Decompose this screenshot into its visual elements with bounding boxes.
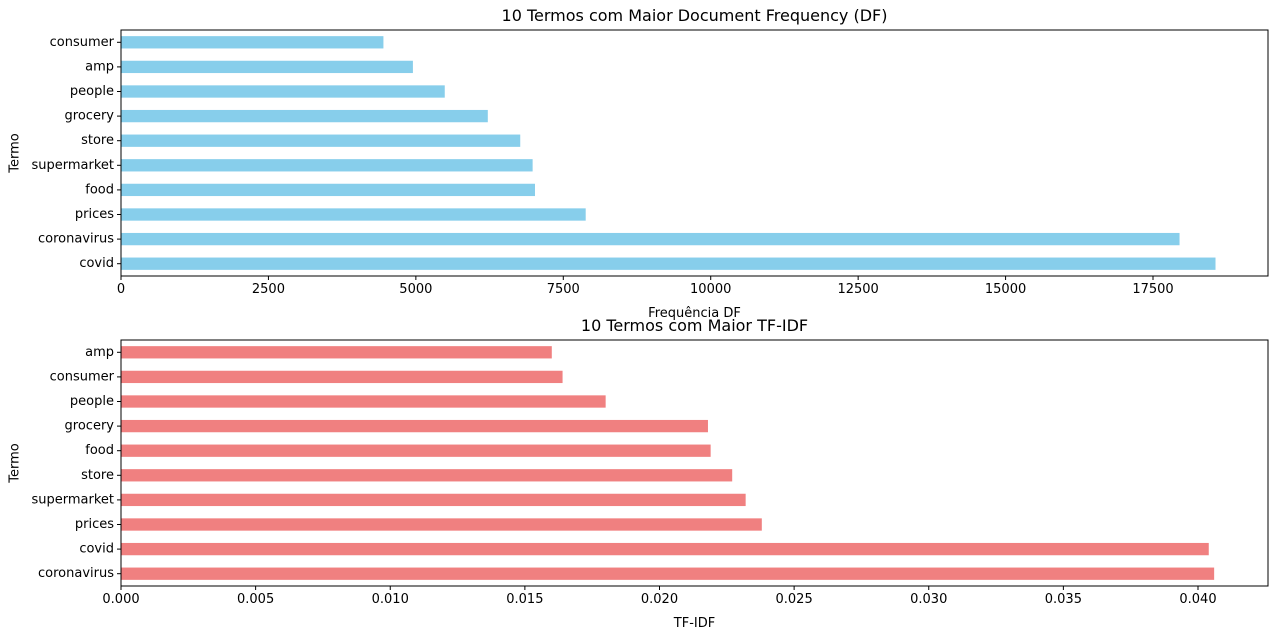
bar-food — [121, 183, 535, 197]
xtick-label: 12500 — [837, 282, 878, 297]
bar-amp — [121, 346, 552, 359]
chart-2: amp consumer people grocery food store superma… — [8, 316, 1269, 631]
bar-grocery — [121, 109, 488, 123]
bar-store — [121, 134, 521, 147]
ytick-label: prices — [75, 517, 114, 532]
ytick-label: coronavirus — [38, 232, 114, 247]
bar-prices — [121, 518, 762, 531]
plot-frame — [120, 29, 1269, 277]
y-axis-label: Termo — [8, 443, 23, 484]
xtick-label: 0.005 — [237, 592, 274, 607]
ytick-label: people — [70, 394, 114, 409]
ytick-label: amp — [85, 345, 114, 360]
ytick-label: covid — [79, 256, 114, 271]
bar-coronavirus — [121, 232, 1180, 246]
bar-prices — [121, 208, 586, 221]
ytick-label: grocery — [65, 419, 115, 434]
xtick-label: 0.020 — [641, 592, 678, 607]
bar-consumer — [121, 36, 384, 49]
ytick-label: supermarket — [31, 158, 114, 173]
ytick-label: amp — [85, 59, 114, 74]
xtick-label: 0.000 — [102, 592, 139, 607]
x-axis-label: TF-IDF — [673, 616, 715, 631]
bar-store — [121, 469, 733, 482]
xtick-label: 2500 — [252, 282, 285, 297]
ytick-label: store — [81, 468, 114, 483]
ytick-label: store — [81, 133, 114, 148]
xtick-label: 0.030 — [910, 592, 947, 607]
xtick-label: 0.035 — [1045, 592, 1082, 607]
bar-supermarket — [121, 493, 746, 507]
ytick-label: consumer — [50, 369, 115, 384]
y-axis-label: Termo — [8, 133, 23, 174]
ytick-label: prices — [75, 207, 114, 222]
xtick-label: 0.010 — [372, 592, 409, 607]
ytick-label: consumer — [50, 35, 115, 50]
bar-supermarket — [121, 159, 533, 172]
bar-coronavirus — [121, 567, 1215, 580]
bar-covid — [121, 542, 1209, 556]
xtick-label: 0.015 — [506, 592, 543, 607]
ytick-label: grocery — [65, 109, 115, 124]
xtick-label: 0 — [117, 282, 125, 297]
ytick-label: food — [85, 443, 114, 458]
xtick-label: 7500 — [547, 282, 580, 297]
bar-consumer — [121, 370, 563, 384]
xtick-label: 10000 — [690, 282, 731, 297]
bar-people — [121, 395, 606, 408]
xtick-label: 17500 — [1132, 282, 1173, 297]
x-axis-label: Frequência DF — [648, 306, 741, 321]
xtick-label: 5000 — [399, 282, 432, 297]
bar-people — [121, 85, 445, 98]
ytick-label: covid — [79, 542, 114, 557]
bar-food — [121, 444, 711, 457]
ytick-label: supermarket — [31, 492, 114, 507]
ytick-label: coronavirus — [38, 566, 114, 581]
bar-grocery — [121, 419, 708, 433]
xtick-label: 0.025 — [776, 592, 813, 607]
plot-frame — [120, 339, 1269, 587]
bar-amp — [121, 60, 413, 74]
ytick-label: food — [85, 182, 114, 197]
ytick-label: people — [70, 84, 114, 99]
chart-title: 10 Termos com Maior TF-IDF — [581, 316, 808, 335]
xtick-label: 0.040 — [1179, 592, 1216, 607]
bar-covid — [121, 257, 1216, 270]
xtick-label: 15000 — [985, 282, 1026, 297]
chart-1: consumer amp people grocery store supermarket… — [8, 6, 1269, 321]
chart-title: 10 Termos com Maior Document Frequency (… — [502, 6, 888, 25]
